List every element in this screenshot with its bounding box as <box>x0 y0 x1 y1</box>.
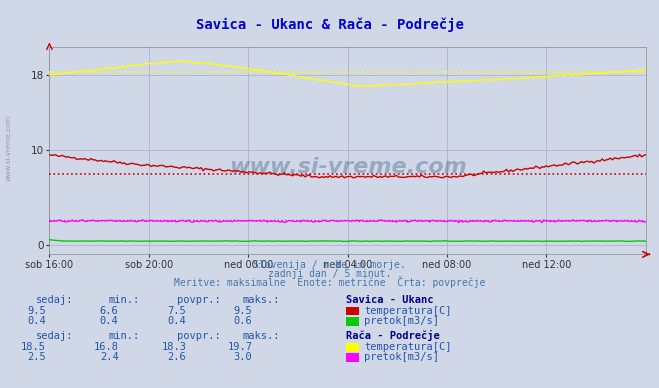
Text: temperatura[C]: temperatura[C] <box>364 305 452 315</box>
Text: zadnji dan / 5 minut.: zadnji dan / 5 minut. <box>268 269 391 279</box>
Text: www.si-vreme.com: www.si-vreme.com <box>229 157 467 177</box>
Text: Savica - Ukanc: Savica - Ukanc <box>346 294 434 305</box>
Text: 9.5: 9.5 <box>234 305 252 315</box>
Text: sedaj:: sedaj: <box>36 294 74 305</box>
Text: Meritve: maksimalne  Enote: metrične  Črta: povprečje: Meritve: maksimalne Enote: metrične Črta… <box>174 276 485 288</box>
Text: 18.5: 18.5 <box>21 341 46 352</box>
Text: 3.0: 3.0 <box>234 352 252 362</box>
Text: sedaj:: sedaj: <box>36 331 74 341</box>
Text: 2.5: 2.5 <box>28 352 46 362</box>
Text: 0.4: 0.4 <box>28 316 46 326</box>
Text: Savica - Ukanc & Rača - Podrečje: Savica - Ukanc & Rača - Podrečje <box>196 18 463 33</box>
Text: maks.:: maks.: <box>243 294 280 305</box>
Text: pretok[m3/s]: pretok[m3/s] <box>364 316 440 326</box>
Text: povpr.:: povpr.: <box>177 294 220 305</box>
Text: Slovenija / reke in morje.: Slovenija / reke in morje. <box>253 260 406 270</box>
Text: 6.6: 6.6 <box>100 305 119 315</box>
Text: 9.5: 9.5 <box>28 305 46 315</box>
Text: maks.:: maks.: <box>243 331 280 341</box>
Text: 0.4: 0.4 <box>100 316 119 326</box>
Text: 2.4: 2.4 <box>100 352 119 362</box>
Text: 7.5: 7.5 <box>168 305 186 315</box>
Text: www.si-vreme.com: www.si-vreme.com <box>5 114 12 180</box>
Text: pretok[m3/s]: pretok[m3/s] <box>364 352 440 362</box>
Text: 2.6: 2.6 <box>168 352 186 362</box>
Text: min.:: min.: <box>109 294 140 305</box>
Text: 0.4: 0.4 <box>168 316 186 326</box>
Text: temperatura[C]: temperatura[C] <box>364 341 452 352</box>
Text: 16.8: 16.8 <box>94 341 119 352</box>
Text: 0.6: 0.6 <box>234 316 252 326</box>
Text: 19.7: 19.7 <box>227 341 252 352</box>
Text: povpr.:: povpr.: <box>177 331 220 341</box>
Text: Rača - Podrečje: Rača - Podrečje <box>346 330 440 341</box>
Text: min.:: min.: <box>109 331 140 341</box>
Text: 18.3: 18.3 <box>161 341 186 352</box>
